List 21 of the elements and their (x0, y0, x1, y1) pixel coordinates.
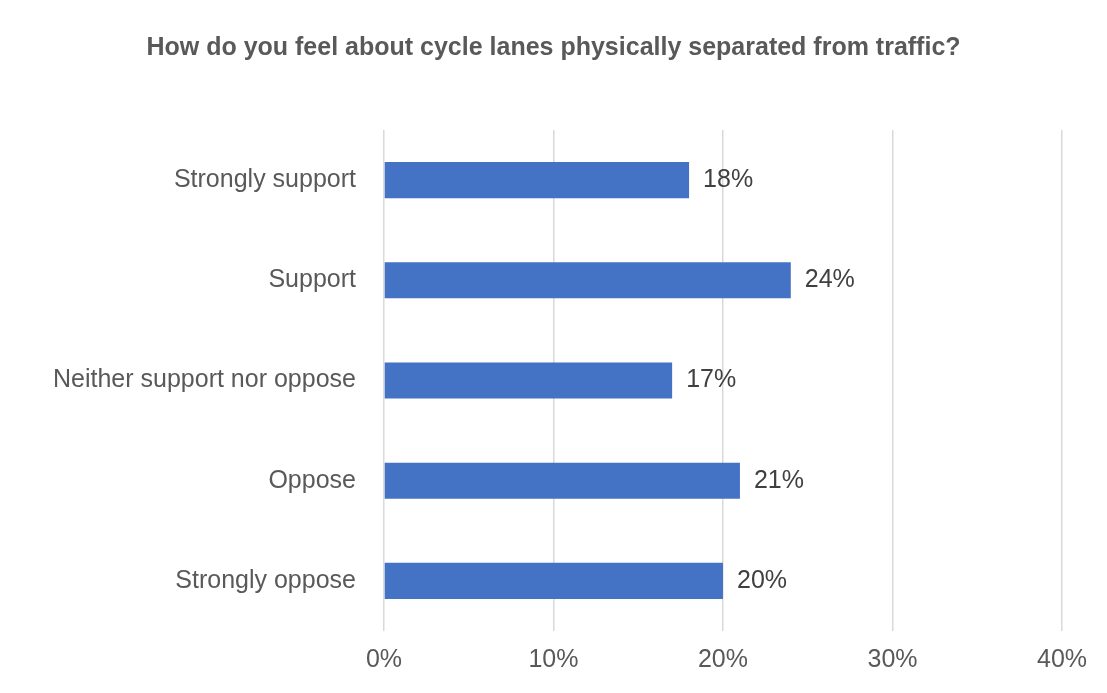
data-label: 24% (804, 264, 855, 293)
data-label: 20% (736, 564, 788, 593)
y-tick-label: Neither support nor oppose (53, 364, 356, 393)
x-tick-label: 40% (1036, 643, 1088, 672)
x-tick-label: 20% (697, 643, 749, 672)
chart-title: How do you feel about cycle lanes physically separated from traffic? (145, 31, 962, 62)
bar (384, 162, 690, 199)
bar (384, 262, 791, 299)
data-label: 17% (686, 364, 737, 393)
y-tick-label: Strongly support (173, 163, 357, 192)
x-tick-label: 0% (365, 643, 403, 672)
bar (384, 562, 723, 599)
x-tick-label: 30% (867, 643, 918, 672)
y-tick-label: Strongly oppose (175, 564, 356, 593)
x-tick-label: 10% (528, 643, 579, 672)
bar (384, 462, 740, 499)
y-tick-label: Oppose (268, 464, 356, 493)
y-tick-label: Support (268, 264, 357, 293)
data-label: 21% (753, 464, 804, 493)
data-label: 18% (703, 163, 754, 192)
bar (384, 362, 673, 399)
